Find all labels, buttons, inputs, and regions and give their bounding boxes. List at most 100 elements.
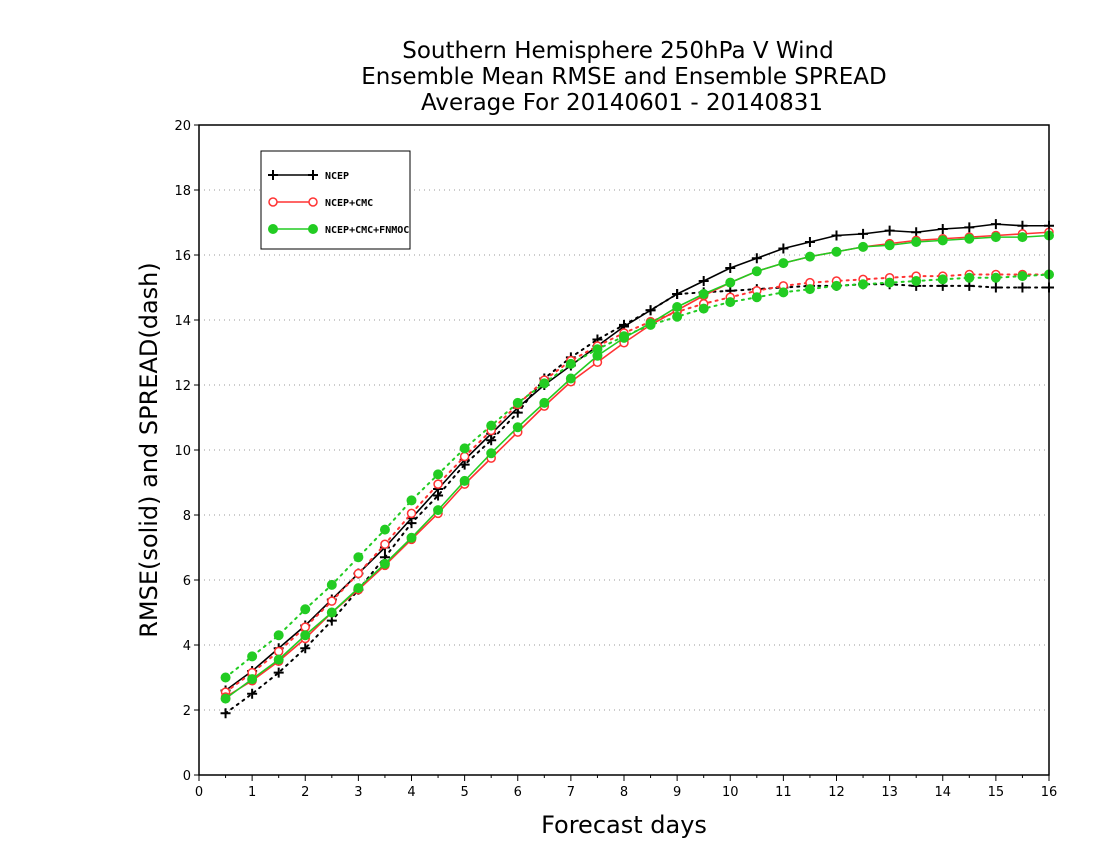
y-tick-label: 16 <box>174 249 191 264</box>
x-tick-label: 5 <box>460 785 468 800</box>
x-axis-label: Forecast days <box>541 811 707 839</box>
data-point-ncep-cmc-fnmoc-rmse <box>379 558 390 569</box>
data-point-ncep-cmc-fnmoc-spread <box>379 524 390 535</box>
legend-marker <box>308 170 318 180</box>
y-tick-label: 0 <box>183 769 191 784</box>
data-point-ncep-cmc-fnmoc-spread <box>1017 271 1028 282</box>
y-axis-label: RMSE(solid) and SPREAD(dash) <box>135 262 163 638</box>
data-point-ncep-cmc-fnmoc-spread <box>884 277 895 288</box>
data-point-ncep-cmc-fnmoc-rmse <box>539 397 550 408</box>
data-point-ncep-cmc-fnmoc-spread <box>937 274 948 285</box>
data-point-ncep-cmc-fnmoc-rmse <box>326 607 337 618</box>
data-point-ncep-cmc-fnmoc-spread <box>725 297 736 308</box>
legend-box <box>260 150 411 250</box>
x-tick-label: 14 <box>934 785 951 800</box>
y-tick-label: 14 <box>174 314 191 329</box>
data-point-ncep-cmc-fnmoc-spread <box>672 311 683 322</box>
legend-marker <box>308 197 318 207</box>
data-point-ncep-cmc-fnmoc-spread <box>220 672 231 683</box>
data-point-ncep-cmc-spread <box>433 479 443 489</box>
data-point-ncep-cmc-fnmoc-spread <box>486 420 497 431</box>
x-tick-label: 1 <box>248 785 256 800</box>
data-point-ncep-rmse <box>831 230 842 241</box>
data-point-ncep-spread <box>300 643 311 654</box>
legend-label: NCEP <box>325 171 349 182</box>
chart-title-line-3: Average For 20140601 - 20140831 <box>421 90 823 116</box>
data-point-ncep-cmc-fnmoc-rmse <box>645 318 656 329</box>
x-tick-label: 0 <box>195 785 203 800</box>
grid-lines <box>199 189 1049 711</box>
x-tick-label: 9 <box>673 785 681 800</box>
data-point-ncep-rmse <box>698 276 709 286</box>
data-point-ncep-rmse <box>778 243 789 254</box>
data-point-ncep-cmc-fnmoc-rmse <box>353 583 364 594</box>
data-point-ncep-cmc-fnmoc-spread <box>353 552 364 563</box>
series-line-ncep-cmc-spread <box>224 273 1050 694</box>
data-point-ncep-cmc-fnmoc-rmse <box>273 654 284 665</box>
y-tick-label: 4 <box>183 639 191 654</box>
data-point-ncep-cmc-fnmoc-spread <box>831 280 842 291</box>
data-point-ncep-cmc-fnmoc-spread <box>778 287 789 298</box>
data-point-ncep-cmc-fnmoc-spread <box>804 284 815 295</box>
data-point-ncep-spread <box>247 688 258 699</box>
data-point-ncep-rmse <box>672 289 683 299</box>
legend-entry: NCEP+CMC+FNMOC <box>268 224 409 236</box>
data-point-ncep-cmc-fnmoc-rmse <box>911 237 922 247</box>
legend-entry: NCEP <box>268 170 349 182</box>
data-point-ncep-cmc-fnmoc-spread <box>459 443 470 454</box>
data-point-ncep-cmc-fnmoc-rmse <box>990 232 1001 243</box>
x-tick-label: 11 <box>775 785 792 800</box>
data-point-ncep-cmc-fnmoc-spread <box>964 272 975 283</box>
data-point-ncep-cmc-fnmoc-spread <box>247 651 258 662</box>
legend-label: NCEP+CMC+FNMOC <box>325 225 409 236</box>
y-tick-label: 18 <box>174 184 191 199</box>
data-point-ncep-rmse <box>804 237 815 247</box>
legend-marker <box>268 197 278 207</box>
data-point-ncep-cmc-fnmoc-rmse <box>937 235 948 246</box>
y-tick-label: 8 <box>183 509 191 524</box>
series-line-ncep-rmse <box>224 223 1050 692</box>
x-tick-label: 15 <box>988 785 1005 800</box>
data-point-ncep-cmc-fnmoc-spread <box>565 358 576 369</box>
data-point-ncep-rmse <box>858 228 869 239</box>
data-point-ncep-cmc-fnmoc-rmse <box>1017 232 1028 243</box>
data-point-ncep-cmc-fnmoc-spread <box>273 630 284 641</box>
data-point-ncep-cmc-fnmoc-rmse <box>565 373 576 384</box>
data-point-ncep-cmc-fnmoc-rmse <box>672 302 683 312</box>
x-tick-label: 12 <box>828 785 845 800</box>
x-tick-label: 16 <box>1041 785 1058 800</box>
data-point-ncep-cmc-fnmoc-rmse <box>512 422 523 433</box>
series-line-ncep-cmc-fnmoc-rmse <box>224 234 1050 700</box>
data-point-ncep-rmse <box>751 253 762 264</box>
data-point-ncep-cmc-fnmoc-rmse <box>858 241 869 252</box>
chart-title-line-2: Ensemble Mean RMSE and Ensemble SPREAD <box>361 64 886 90</box>
data-point-ncep-spread <box>273 667 284 678</box>
data-point-ncep-cmc-fnmoc-rmse <box>220 693 231 704</box>
data-point-ncep-rmse <box>911 227 922 238</box>
data-point-ncep-cmc-fnmoc-spread <box>751 292 762 303</box>
data-point-ncep-cmc-fnmoc-rmse <box>459 475 470 486</box>
x-tick-label: 13 <box>881 785 898 800</box>
data-point-ncep-rmse <box>725 263 736 273</box>
data-point-ncep-cmc-fnmoc-spread <box>858 279 869 290</box>
data-point-ncep-cmc-spread <box>406 508 417 519</box>
data-point-ncep-spread <box>990 282 1001 293</box>
x-tick-label: 6 <box>514 785 522 800</box>
data-point-ncep-cmc-fnmoc-rmse <box>247 674 258 685</box>
plot-frame <box>198 124 1050 776</box>
chart-title-line-1: Southern Hemisphere 250hPa V Wind <box>402 38 833 64</box>
data-point-ncep-cmc-spread <box>300 622 310 632</box>
y-tick-label: 12 <box>174 379 191 394</box>
x-tick-label: 7 <box>567 785 575 800</box>
data-point-ncep-cmc-fnmoc-rmse <box>300 630 311 641</box>
data-point-ncep-spread <box>220 708 231 719</box>
data-point-ncep-cmc-spread <box>327 596 337 606</box>
data-point-ncep-rmse <box>990 219 1001 230</box>
data-point-ncep-cmc-fnmoc-rmse <box>778 258 789 269</box>
data-point-ncep-cmc-spread <box>273 646 284 657</box>
data-point-ncep-cmc-fnmoc-rmse <box>433 505 444 516</box>
data-point-ncep-cmc-spread <box>459 451 470 462</box>
legend: NCEP NCEP+CMC NCEP+CMC+FNMOC <box>260 150 411 250</box>
y-tick-label: 20 <box>174 119 191 134</box>
